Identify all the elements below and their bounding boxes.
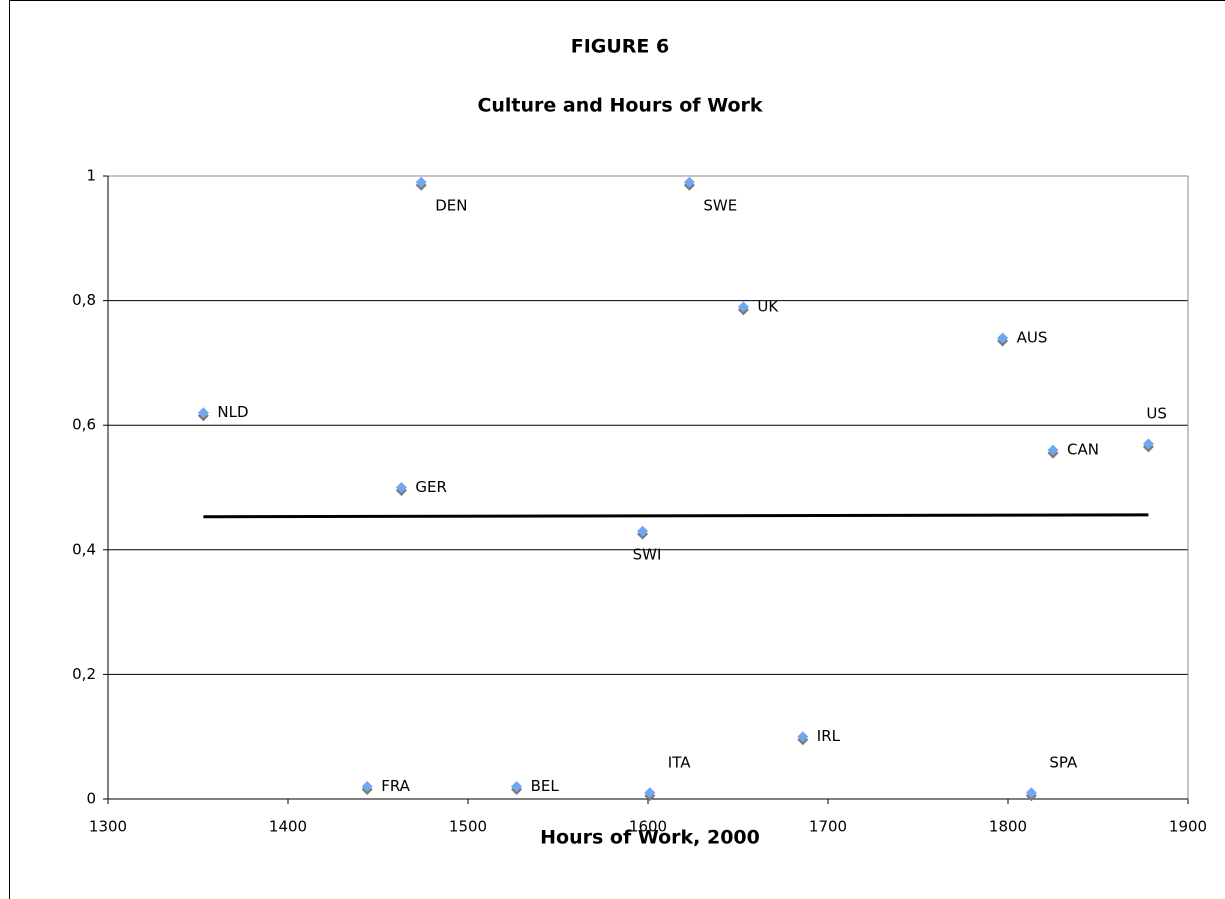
chart-title: Culture and Hours of Work (477, 95, 762, 117)
x-tick-label: 1300 (89, 818, 127, 836)
point-label: SWE (703, 197, 737, 215)
point-label: BEL (531, 777, 560, 795)
point (683, 176, 695, 188)
point (997, 332, 1009, 344)
point-label: ITA (668, 753, 691, 771)
x-axis-title: Hours of Work, 2000 (540, 827, 760, 849)
y-tick-label: 0,8 (72, 291, 96, 309)
point-label: NLD (217, 403, 248, 421)
x-tick-label: 1800 (989, 818, 1027, 836)
point (797, 731, 809, 743)
point (737, 301, 749, 313)
point-label: DEN (435, 197, 467, 215)
point-label: AUS (1017, 328, 1048, 346)
point (644, 787, 656, 799)
point (197, 407, 209, 419)
y-tick-label: 1 (86, 167, 96, 185)
y-tick-label: 0,6 (72, 416, 96, 434)
x-tick-label: 1500 (449, 818, 487, 836)
point-label: FRA (381, 777, 410, 795)
x-tick-label: 1400 (269, 818, 307, 836)
point (637, 525, 649, 537)
trendline (203, 513, 1149, 519)
x-tick-label: 1700 (809, 818, 847, 836)
point-label: UK (757, 297, 779, 315)
y-tick-label: 0,4 (72, 540, 96, 558)
point-label: SWI (633, 546, 662, 564)
y-tick-label: 0 (86, 790, 96, 808)
point-label: CAN (1067, 441, 1099, 459)
point (511, 781, 523, 793)
point-label: IRL (817, 727, 841, 745)
point (1142, 438, 1154, 450)
point (361, 781, 373, 793)
x-tick-label: 1900 (1169, 818, 1207, 836)
point (415, 176, 427, 188)
x-tick-label: 1600 (629, 818, 667, 836)
point (1025, 787, 1037, 799)
point (1047, 444, 1059, 456)
point-label: US (1146, 404, 1167, 422)
plot-area (107, 175, 1189, 800)
point (395, 482, 407, 493)
y-tick-label: 0,2 (72, 665, 96, 683)
point-label: GER (415, 478, 447, 496)
figure-label: FIGURE 6 (571, 36, 670, 58)
point-label: SPA (1049, 753, 1078, 771)
